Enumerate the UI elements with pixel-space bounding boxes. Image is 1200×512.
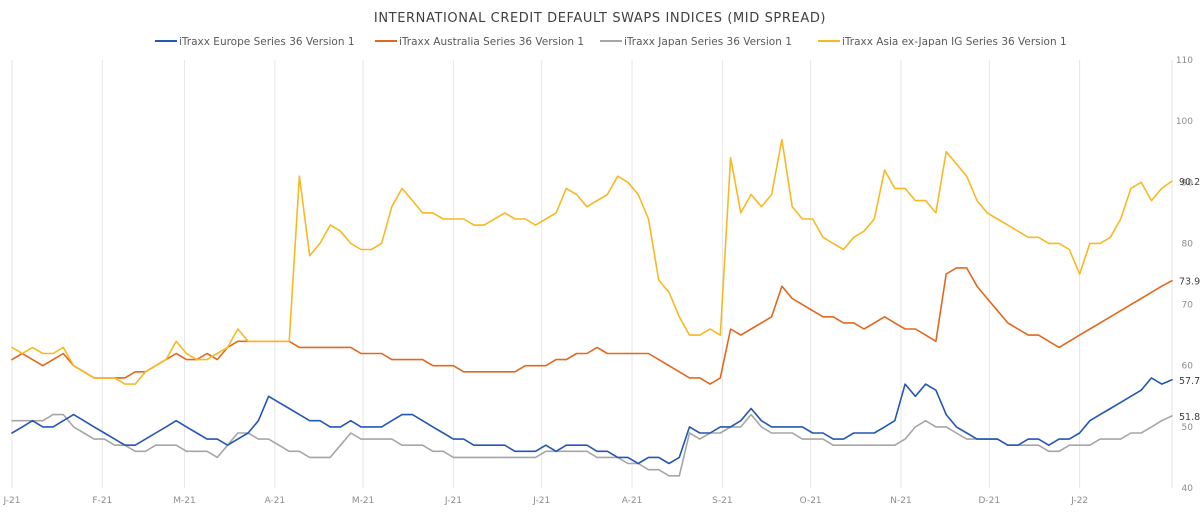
x-tick-label: M-21 xyxy=(173,496,195,506)
vertical-gridlines xyxy=(11,60,1173,488)
x-tick-label: J-21 xyxy=(444,496,462,506)
y-tick-label: 70 xyxy=(1182,301,1194,311)
legend-label: iTraxx Japan Series 36 Version 1 xyxy=(624,36,792,48)
series-lines xyxy=(11,138,1173,477)
y-tick-label: 90 xyxy=(1182,178,1194,188)
y-tick-label: 100 xyxy=(1176,117,1193,127)
y-tick-label: 80 xyxy=(1182,239,1194,249)
y-tick-label: 50 xyxy=(1182,423,1194,433)
x-tick-label: A-21 xyxy=(622,496,643,506)
x-tick-label: J-21 xyxy=(2,496,20,506)
legend: iTraxx Europe Series 36 Version 1 iTraxx … xyxy=(155,36,1067,48)
chart-title: INTERNATIONAL CREDIT DEFAULT SWAPS INDIC… xyxy=(374,11,826,26)
y-tick-label: 110 xyxy=(1176,56,1193,66)
y-tick-label: 40 xyxy=(1182,484,1194,494)
legend-label: iTraxx Australia Series 36 Version 1 xyxy=(399,36,584,48)
legend-label: iTraxx Asia ex-Japan IG Series 36 Versio… xyxy=(842,36,1067,48)
legend-label: iTraxx Europe Series 36 Version 1 xyxy=(179,36,355,48)
x-axis-tick-labels: J-21 F-21 M-21 A-21 M-21 J-21 J-21 A-21 S-21 O-21… xyxy=(2,496,1088,506)
series-line xyxy=(11,267,1173,385)
x-tick-label: J-22 xyxy=(1070,496,1088,506)
series-end-label: 90.2 xyxy=(1179,177,1200,188)
y-axis-tick-labels: 40 50 60 70 80 90 100 110 xyxy=(1176,56,1193,494)
series-line xyxy=(11,413,1173,477)
x-tick-label: A-21 xyxy=(264,496,285,506)
x-tick-label: F-21 xyxy=(92,496,112,506)
series-end-label: 57.7 xyxy=(1179,376,1200,387)
series-end-label: 73.9 xyxy=(1179,277,1200,288)
x-tick-label: N-21 xyxy=(890,496,911,506)
x-tick-label: D-21 xyxy=(978,496,1000,506)
series-end-label: 51.8 xyxy=(1179,412,1200,423)
series-line xyxy=(11,138,1173,385)
x-tick-label: O-21 xyxy=(800,496,822,506)
series-line xyxy=(11,377,1173,465)
x-tick-label: M-21 xyxy=(352,496,374,506)
y-tick-label: 60 xyxy=(1182,362,1194,372)
x-tick-label: S-21 xyxy=(712,496,732,506)
series-end-labels: 57.7 73.9 51.8 90.2 xyxy=(1179,177,1200,423)
x-tick-label: J-21 xyxy=(532,496,550,506)
